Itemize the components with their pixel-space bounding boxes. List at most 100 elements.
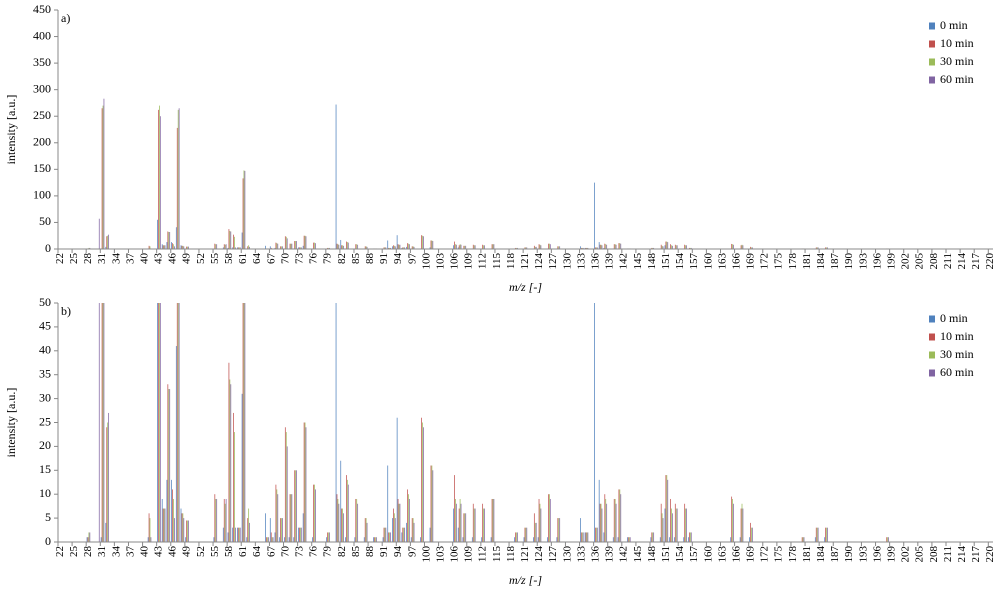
bar <box>265 513 266 542</box>
bar <box>474 245 476 249</box>
bar <box>594 303 595 542</box>
bar <box>739 537 741 542</box>
y-tick-label: 40 <box>39 343 51 357</box>
x-tick-label: 148 <box>646 546 658 563</box>
bar <box>269 518 271 542</box>
bar <box>600 503 602 542</box>
bar <box>241 232 243 249</box>
bar <box>108 234 110 249</box>
y-tick-label: 50 <box>39 214 51 228</box>
x-tick-label: 214 <box>956 253 968 270</box>
bar <box>282 518 283 542</box>
x-tick-label: 112 <box>477 253 489 269</box>
bar <box>244 170 246 249</box>
bar <box>276 489 278 542</box>
bar <box>474 508 476 542</box>
bar <box>393 513 395 542</box>
bar <box>454 241 455 249</box>
bar <box>618 489 620 542</box>
bar <box>249 522 250 542</box>
bar <box>517 247 518 249</box>
bar <box>422 422 423 542</box>
bar <box>824 537 826 542</box>
bar <box>89 247 91 249</box>
bar <box>366 246 368 249</box>
bar <box>341 245 343 249</box>
bar <box>662 518 664 542</box>
bar <box>685 245 686 249</box>
bar <box>594 182 595 249</box>
bar <box>86 537 88 542</box>
bar <box>455 498 456 542</box>
bar <box>613 498 615 542</box>
bar <box>296 241 297 249</box>
bar <box>539 503 541 542</box>
bar <box>340 239 342 249</box>
bar <box>235 527 236 542</box>
bar <box>559 246 561 249</box>
bar <box>149 518 151 542</box>
bar <box>279 537 281 542</box>
bar <box>225 244 227 249</box>
bar <box>665 475 667 542</box>
y-tick-label: 300 <box>33 81 51 95</box>
bar <box>98 218 100 249</box>
bar <box>286 238 288 249</box>
bar <box>304 235 306 249</box>
bar <box>407 243 408 249</box>
bar <box>816 527 818 542</box>
bar <box>282 246 283 249</box>
bar <box>410 537 412 542</box>
x-tick-label: 91 <box>378 253 390 264</box>
bar <box>689 247 691 249</box>
x-tick-label: 187 <box>829 253 841 270</box>
bar <box>733 244 734 249</box>
bar <box>175 346 177 542</box>
bar <box>169 389 171 542</box>
bar <box>329 532 330 542</box>
bar <box>827 527 828 542</box>
bar <box>463 513 465 542</box>
x-tick-label: 196 <box>871 253 883 270</box>
bar <box>455 244 457 249</box>
x-tick-label: 142 <box>618 253 630 270</box>
bar <box>247 246 249 249</box>
bar <box>266 537 267 542</box>
bar <box>147 537 149 542</box>
bar <box>686 508 687 542</box>
bar <box>356 498 358 542</box>
x-tick-label: 64 <box>251 253 263 265</box>
bar <box>289 243 291 249</box>
bar <box>229 379 231 542</box>
bar <box>347 242 349 249</box>
bar <box>580 246 581 249</box>
bar <box>186 246 188 249</box>
bar <box>167 384 169 542</box>
y-tick-label: 0 <box>45 534 51 548</box>
bar <box>413 246 415 249</box>
bar <box>183 246 185 249</box>
y-tick-label: 25 <box>39 414 51 428</box>
bar <box>390 532 391 542</box>
bar <box>304 422 306 542</box>
bar <box>187 520 188 542</box>
bar <box>750 246 751 249</box>
bar <box>653 247 655 249</box>
bar <box>288 537 290 542</box>
bar <box>404 247 406 249</box>
bar <box>215 244 217 249</box>
x-tick-label: 28 <box>82 546 94 558</box>
bar <box>422 235 423 249</box>
bar <box>314 484 315 542</box>
bar <box>267 537 268 542</box>
bar <box>751 247 752 249</box>
bar <box>328 247 329 249</box>
x-tick-label: 130 <box>561 546 573 563</box>
bar <box>246 537 248 542</box>
x-tick-label: 121 <box>519 546 531 563</box>
y-tick-label: 35 <box>39 366 51 380</box>
bar <box>886 537 888 542</box>
bar <box>557 518 559 542</box>
bar <box>674 244 676 249</box>
bar <box>537 537 539 542</box>
